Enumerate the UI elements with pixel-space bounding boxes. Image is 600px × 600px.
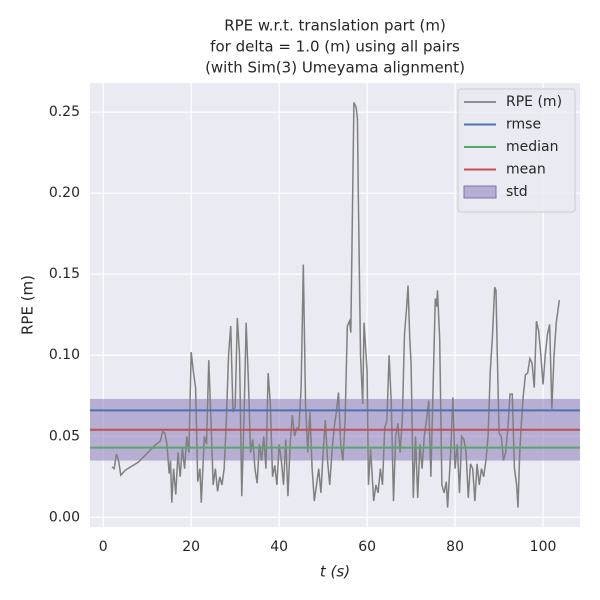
x-tick-label: 40 bbox=[270, 539, 288, 555]
y-axis-label: RPE (m) bbox=[19, 275, 37, 335]
plot-layer bbox=[90, 102, 580, 508]
y-tick-label: 0.25 bbox=[49, 104, 80, 120]
x-tick-label: 80 bbox=[446, 539, 464, 555]
legend-swatch bbox=[463, 185, 497, 199]
x-axis-label: t (s) bbox=[320, 563, 350, 581]
y-tick-label: 0.15 bbox=[49, 266, 80, 282]
y-tick-label: 0.00 bbox=[49, 509, 80, 525]
y-tick-label: 0.20 bbox=[49, 185, 80, 201]
y-tick-label: 0.05 bbox=[49, 428, 80, 444]
legend-label: RPE (m) bbox=[506, 94, 562, 110]
legend-box bbox=[457, 88, 576, 213]
chart-title: for delta = 1.0 (m) using all pairs bbox=[210, 38, 460, 56]
legend-label: rmse bbox=[506, 117, 541, 133]
chart-title: (with Sim(3) Umeyama alignment) bbox=[205, 59, 465, 77]
x-tick-label: 0 bbox=[99, 539, 108, 555]
legend-label: mean bbox=[506, 162, 546, 178]
data-line bbox=[111, 102, 561, 508]
chart-title: RPE w.r.t. translation part (m) bbox=[224, 17, 446, 35]
legend-label: median bbox=[506, 139, 558, 155]
x-tick-label: 60 bbox=[358, 539, 376, 555]
x-tick-label: 100 bbox=[530, 539, 557, 555]
x-tick-label: 20 bbox=[182, 539, 200, 555]
legend-label: std bbox=[506, 184, 528, 200]
y-tick-label: 0.10 bbox=[49, 347, 80, 363]
